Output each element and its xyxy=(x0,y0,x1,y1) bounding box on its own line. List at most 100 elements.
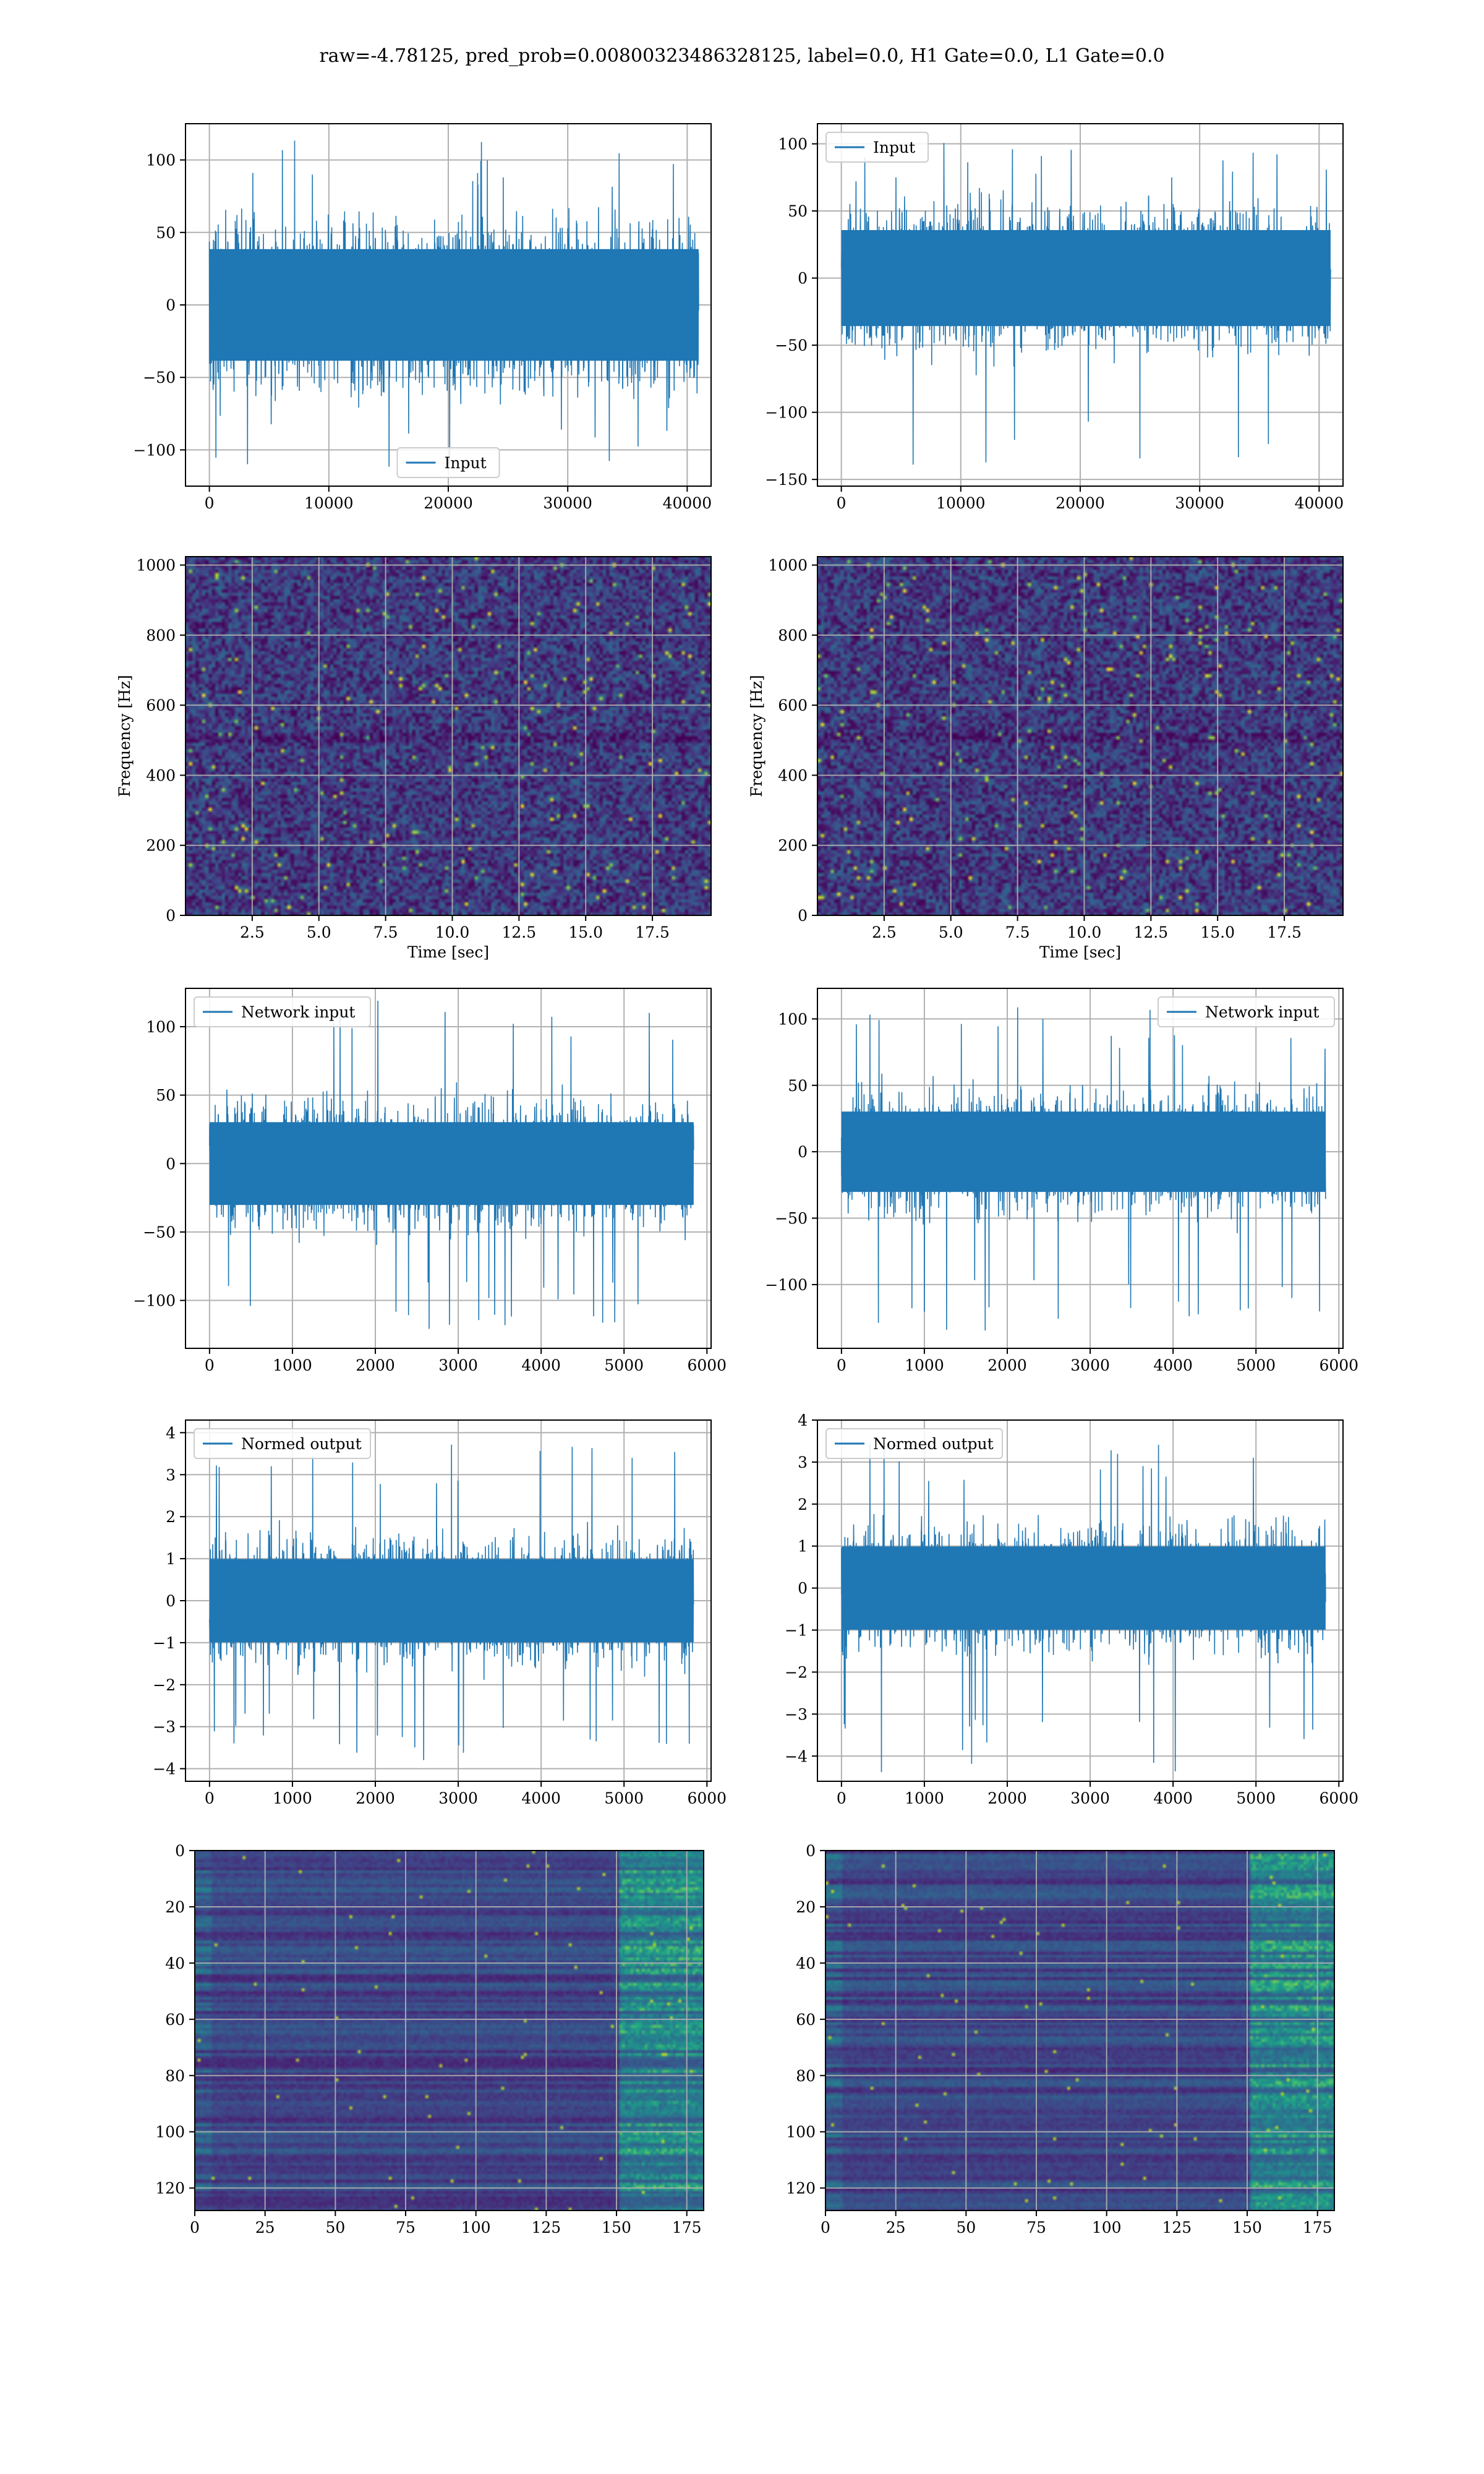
axes-frame xyxy=(817,988,1344,1349)
y-tick-label: 2 xyxy=(166,1508,176,1526)
y-tick-label: 20 xyxy=(796,1898,816,1916)
x-tick-label: 4000 xyxy=(521,1356,561,1374)
y-tick-label: −1 xyxy=(785,1622,808,1640)
subplot-r4c1: 0 25 50 75 100 125 150 175 0 20 40 60 80 100 120 xyxy=(786,1842,1335,2236)
y-tick-label: −100 xyxy=(133,441,176,459)
legend-label: Normed output xyxy=(873,1435,994,1453)
legend: Input xyxy=(396,447,500,478)
x-tick-label: 125 xyxy=(1162,2219,1192,2236)
subplot-r0c0: 0 10000 20000 30000 40000 −100 −50 0 50 100 Input xyxy=(133,123,712,512)
x-tick-label: 5000 xyxy=(1236,1789,1276,1807)
x-tick-label: 5000 xyxy=(604,1789,644,1807)
y-tick-label: −1 xyxy=(153,1634,176,1652)
plot-area xyxy=(817,557,1343,915)
y-tick-label: 600 xyxy=(778,696,808,714)
x-axis-label: Time [sec] xyxy=(1039,943,1121,961)
legend-box xyxy=(825,1428,1003,1459)
plot-area xyxy=(817,124,1343,486)
y-tick-label: −2 xyxy=(785,1663,808,1681)
x-tick-label: 50 xyxy=(956,2219,976,2236)
y-tick-label: 1 xyxy=(166,1550,176,1568)
y-tick-label: −150 xyxy=(765,471,808,489)
y-tick-label: 0 xyxy=(798,1143,808,1161)
legend-label: Network input xyxy=(1205,1003,1319,1021)
legend-box xyxy=(1158,996,1335,1027)
x-tick-label: 17.5 xyxy=(1267,923,1302,941)
y-tick-label: 4 xyxy=(166,1424,176,1442)
x-tick-label: 0 xyxy=(205,1789,215,1807)
y-tick-label: −4 xyxy=(153,1760,176,1778)
y-tick-label: −4 xyxy=(785,1747,808,1765)
x-tick-label: 10000 xyxy=(936,494,986,512)
x-tick-label: 1000 xyxy=(905,1789,944,1807)
y-tick-label: 200 xyxy=(146,837,176,855)
legend-box xyxy=(194,1428,371,1459)
y-tick-label: −50 xyxy=(143,369,176,387)
y-tick-label: 2 xyxy=(798,1496,808,1513)
legend-label: Network input xyxy=(241,1003,355,1021)
x-tick-label: 125 xyxy=(532,2219,561,2236)
series-band xyxy=(841,1111,1326,1192)
x-tick-label: 6000 xyxy=(1319,1356,1358,1374)
y-tick-label: 120 xyxy=(155,2180,185,2198)
y-tick-label: 60 xyxy=(796,2011,816,2029)
x-tick-label: 7.5 xyxy=(1005,923,1030,941)
y-tick-label: 0 xyxy=(175,1842,185,1860)
subplot-r1c0: 2.5 5.0 7.5 10.0 12.5 15.0 17.5 0 200 400 600 800 10… xyxy=(116,556,712,961)
subplot-r2c1: 0 1000 2000 3000 4000 5000 6000 −100 −50 0 50 100 Ne… xyxy=(765,988,1358,1374)
plot-area xyxy=(825,1851,1334,2211)
x-tick-label: 75 xyxy=(1026,2219,1046,2236)
x-tick-label: 2000 xyxy=(987,1356,1027,1374)
legend-box xyxy=(396,447,500,478)
subplot-r1c1: 2.5 5.0 7.5 10.0 12.5 15.0 17.5 0 200 400 600 800 10… xyxy=(748,556,1344,961)
y-tick-label: 0 xyxy=(166,1155,176,1173)
legend-label: Normed output xyxy=(241,1435,362,1453)
y-tick-label: 120 xyxy=(786,2180,816,2198)
feature-map-image xyxy=(825,1851,1334,2211)
x-tick-label: 100 xyxy=(461,2219,491,2236)
y-tick-label: 1000 xyxy=(136,557,176,575)
y-tick-label: 100 xyxy=(155,2123,185,2141)
series-band xyxy=(841,230,1331,327)
x-tick-label: 7.5 xyxy=(373,923,398,941)
series-band xyxy=(209,1122,694,1205)
x-tick-label: 150 xyxy=(602,2219,631,2236)
legend-box xyxy=(825,132,929,163)
y-tick-label: −50 xyxy=(775,336,808,354)
x-tick-label: 75 xyxy=(396,2219,416,2236)
x-tick-label: 0 xyxy=(821,2219,830,2236)
x-tick-label: 50 xyxy=(325,2219,345,2236)
y-tick-label: 50 xyxy=(788,202,808,220)
x-tick-label: 175 xyxy=(1303,2219,1333,2236)
x-tick-label: 40000 xyxy=(1295,494,1344,512)
x-tick-label: 4000 xyxy=(1153,1356,1193,1374)
x-tick-label: 5.0 xyxy=(939,923,963,941)
axes-frame xyxy=(817,556,1344,916)
x-tick-label: 3000 xyxy=(1070,1356,1110,1374)
legend-label: Input xyxy=(445,454,487,472)
x-tick-label: 5000 xyxy=(604,1356,644,1374)
y-tick-label: 50 xyxy=(156,224,176,242)
x-tick-label: 2000 xyxy=(987,1789,1027,1807)
x-tick-label: 4000 xyxy=(1153,1789,1193,1807)
y-axis-label: Frequency [Hz] xyxy=(116,675,134,797)
y-tick-label: 1000 xyxy=(768,557,808,575)
y-tick-label: 0 xyxy=(798,1580,808,1598)
spectrogram-image xyxy=(817,557,1343,915)
x-tick-label: 0 xyxy=(837,494,846,512)
y-tick-label: 400 xyxy=(146,766,176,784)
plot-area xyxy=(186,988,711,1348)
x-tick-label: 3000 xyxy=(438,1356,478,1374)
legend-box xyxy=(194,996,371,1027)
subplot-r0c1: 0 10000 20000 30000 40000 −150 −100 −50 0 50 100 In… xyxy=(765,123,1344,512)
plot-area xyxy=(817,988,1343,1348)
y-tick-label: 0 xyxy=(806,1842,816,1860)
x-tick-label: 0 xyxy=(205,1356,215,1374)
subplot-grid: 0 10000 20000 30000 40000−100−50050100Input0… xyxy=(116,123,1358,2236)
y-tick-label: 0 xyxy=(166,1592,176,1610)
x-tick-label: 5.0 xyxy=(307,923,331,941)
x-tick-label: 30000 xyxy=(543,494,592,512)
x-tick-label: 10000 xyxy=(304,494,354,512)
y-tick-label: −50 xyxy=(143,1223,176,1241)
